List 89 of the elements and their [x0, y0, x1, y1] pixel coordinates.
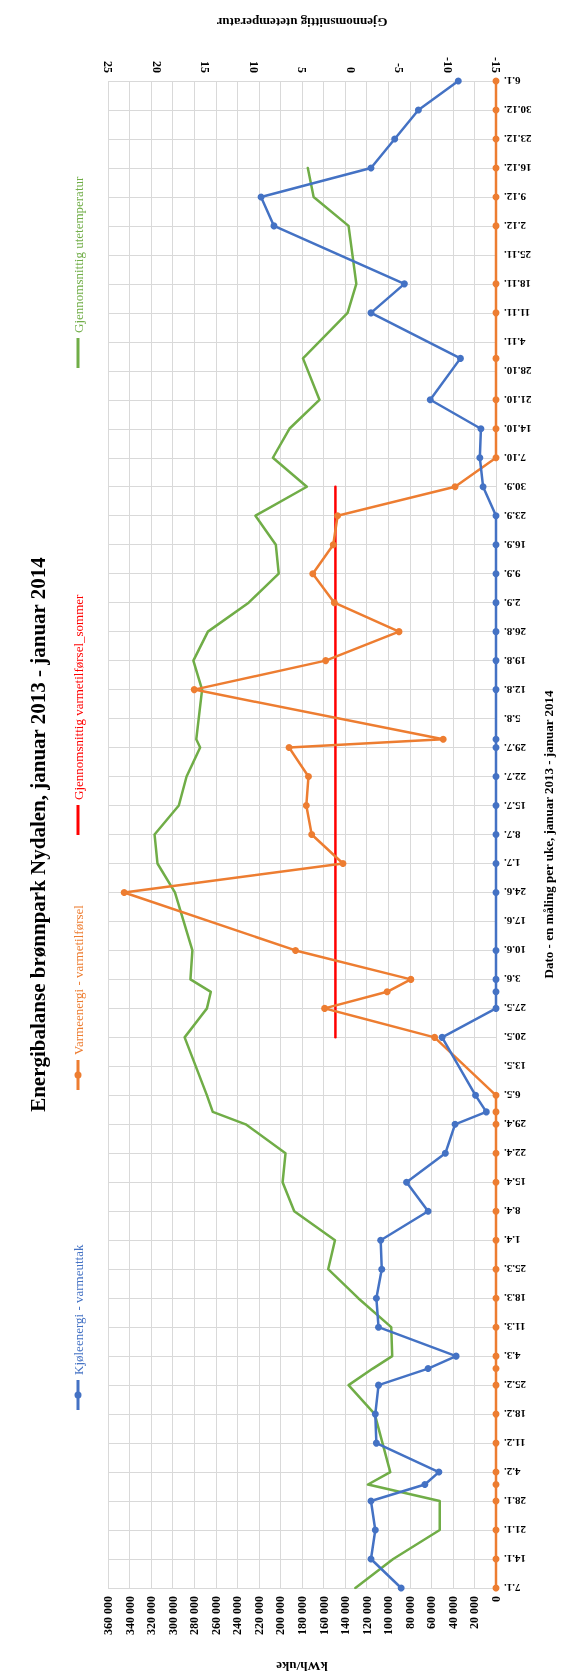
text: Energibalanse brønnpark Nydalen, januar 2013 - januar 2014 — [26, 556, 50, 1112]
y-tick-label: 24.6. — [503, 886, 526, 899]
y-tick-label: 21.1. — [503, 1524, 526, 1537]
y-tick-label: 29.7. — [503, 741, 526, 754]
y-tick-label: 14.10. — [503, 422, 532, 435]
x-axis-title: kWh/uke — [276, 1659, 328, 1674]
y-tick-label: 2.9. — [503, 596, 521, 609]
y-tick-label: 22.4. — [503, 1147, 526, 1160]
text: Gjennomsnittig utetemperatur — [70, 176, 86, 333]
y-tick-label: 7.1. — [503, 1582, 521, 1594]
y-tick-label: 1.4. — [503, 1234, 521, 1247]
y-tick-label: 19.8. — [503, 654, 526, 667]
y-tick-label: 28.10. — [503, 364, 532, 377]
y-tick-label: 4.3. — [503, 1350, 521, 1363]
y-tick-label: 1.7. — [503, 857, 521, 870]
y-tick-label: 6.1. — [503, 75, 521, 87]
x-tick-label: 300 000 — [165, 1596, 180, 1635]
y-tick-label: 2.12. — [503, 219, 526, 232]
x-tick-label: 200 000 — [273, 1596, 288, 1635]
y-axis-title: Dato - en måling per uke, januar 2013 - januar 2014 — [541, 690, 557, 979]
x2-tick-label: 0 — [343, 67, 358, 73]
y-tick-label: 4.11. — [503, 335, 526, 348]
y-tick-label: 29.4. — [503, 1118, 526, 1131]
x2-tick-label: 20 — [149, 61, 164, 73]
x2-tick-label: -15 — [489, 57, 503, 73]
y-tick-label: 11.11. — [503, 306, 531, 319]
y-tick-label: 21.10. — [503, 393, 532, 406]
y-tick-label: 26.8. — [503, 625, 526, 638]
y-tick-label: 15.4. — [503, 1176, 526, 1189]
y-tick-label: 4.2. — [503, 1466, 521, 1479]
y-tick-label: 11.2. — [503, 1437, 526, 1450]
y-tick-label: 17.6. — [503, 915, 526, 928]
x-tick-label: 180 000 — [295, 1596, 309, 1635]
y-tick-label: 25.2. — [503, 1379, 526, 1392]
x-tick-label: 340 000 — [122, 1596, 137, 1635]
y-tick-label: 16.12. — [503, 161, 532, 174]
text: Kjøleenergi - varmeuttak — [70, 1244, 86, 1375]
x-tick-label: 220 000 — [251, 1596, 266, 1635]
x-tick-label: 80 000 — [402, 1596, 417, 1629]
y-tick-label: 6.5. — [503, 1089, 521, 1102]
y-tick-label: 16.9. — [503, 538, 526, 551]
x-tick-label: 280 000 — [187, 1596, 202, 1635]
x-tick-label: 60 000 — [424, 1596, 439, 1629]
y-tick-label: 14.1. — [503, 1553, 526, 1566]
x2-tick-label: 10 — [246, 61, 261, 73]
x-tick-label: 0 — [489, 1596, 503, 1602]
x2-tick-label: 15 — [198, 61, 212, 73]
x2-axis-title: Gjennomsnittig utetemperatur — [216, 15, 388, 30]
y-tick-label: 5.8. — [503, 712, 521, 725]
x-tick-label: 140 000 — [338, 1596, 353, 1635]
x2-tick-label: 5 — [295, 67, 309, 73]
x-tick-label: 20 000 — [467, 1596, 482, 1629]
y-tick-label: 8.4. — [503, 1205, 521, 1218]
y-tick-label: 18.2. — [503, 1408, 526, 1421]
x2-tick-label: -10 — [440, 57, 455, 73]
y-tick-label: 25.11. — [503, 248, 531, 261]
x-tick-label: 260 000 — [208, 1596, 223, 1635]
x2-tick-label: 25 — [101, 61, 115, 73]
text: Gjennomsnittig varmetilførsel_sommer — [70, 593, 86, 800]
y-tick-label: 27.5. — [503, 1002, 526, 1015]
x-tick-label: 100 000 — [381, 1596, 396, 1635]
y-tick-label: 12.8. — [503, 683, 526, 696]
y-tick-label: 9.9. — [503, 567, 521, 580]
x-tick-label: 120 000 — [359, 1596, 374, 1635]
x-tick-label: 240 000 — [230, 1596, 245, 1635]
y-tick-label: 23.12. — [503, 132, 532, 145]
y-tick-label: 8.7. — [503, 828, 521, 841]
y-tick-label: 30.12. — [503, 103, 532, 116]
y-tick-label: 22.7. — [503, 770, 526, 783]
y-tick-label: 30.9. — [503, 480, 526, 493]
x-tick-label: 160 000 — [316, 1596, 331, 1635]
y-tick-label: 28.1. — [503, 1495, 526, 1508]
x-tick-label: 360 000 — [101, 1596, 115, 1635]
y-tick-label: 23.9. — [503, 509, 526, 522]
y-tick-label: 13.5. — [503, 1060, 526, 1073]
y-tick-label: 15.7. — [503, 799, 526, 812]
x-tick-label: 320 000 — [144, 1596, 159, 1635]
y-tick-label: 25.3. — [503, 1263, 526, 1276]
y-tick-label: 20.5. — [503, 1031, 526, 1044]
y-tick-label: 3.6. — [503, 973, 521, 986]
x2-tick-label: -5 — [392, 63, 406, 73]
y-tick-label: 18.11. — [503, 277, 531, 290]
x-tick-label: 40 000 — [445, 1596, 460, 1629]
y-tick-label: 11.3. — [503, 1321, 526, 1334]
y-tick-label: 7.10. — [503, 451, 526, 464]
y-tick-label: 9.12. — [503, 190, 526, 203]
y-tick-label: 10.6. — [503, 944, 526, 957]
text: Varmeenergi - varmetilførsel — [70, 904, 86, 1055]
y-tick-label: 18.3. — [503, 1292, 526, 1305]
